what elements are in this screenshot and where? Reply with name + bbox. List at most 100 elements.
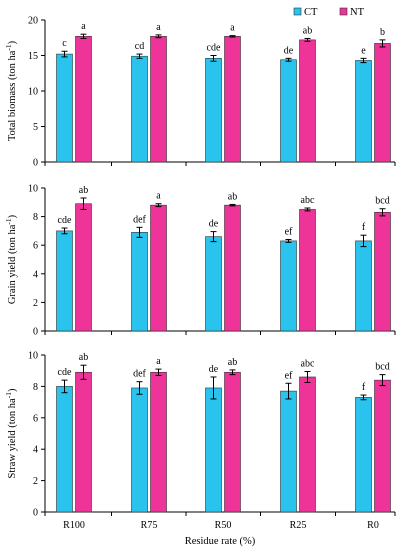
bar-ct-r75 [131,232,148,332]
y-tick-label: 8 [33,212,38,223]
significance-letter: ab [303,25,312,36]
bar-ct-r50 [205,387,222,513]
significance-letter: f [362,382,366,393]
y-tick-label: 10 [28,87,38,98]
y-axis-title: Straw yield (ton ha-1) [4,388,18,478]
chart-panel-3: 0 2 4 6 8 10 cde def de ef f ab a ab abc bcd R100 R75 R50 R… [4,351,396,547]
x-tick-label: R0 [367,520,379,531]
y-tick-label: 5 [33,122,38,133]
bar-nt-r50 [224,204,241,332]
bar-ct-r75 [131,387,148,513]
y-tick-label: 10 [28,184,38,195]
y-tick-label: 0 [33,508,38,519]
bar-nt-r75 [150,371,167,513]
y-tick-label: 8 [33,382,38,393]
y-axis-title-end: ) [7,214,18,218]
significance-letter: f [362,222,366,233]
bar-ct-r50 [205,236,222,332]
legend: CT NT [293,7,365,18]
y-axis-title-end: ) [7,40,18,44]
legend-swatch-nt [339,7,348,16]
bar-ct-r0 [355,240,372,332]
chart-panel-2: 0 2 4 6 8 10 cde def de ef f ab a ab abc bcd Grain yield… [4,184,396,338]
y-tick-label: 4 [33,269,38,280]
bar-nt-r25 [299,376,316,513]
x-tick-label: R100 [63,520,85,531]
significance-letter: a [156,22,161,33]
significance-letter: bcd [375,196,389,207]
bar-nt-r50 [224,36,241,163]
x-tick-label: R25 [290,520,307,531]
significance-letter: de [209,364,219,375]
x-axis-title: Residue rate (%) [185,536,256,547]
y-tick-label: 6 [33,413,38,424]
significance-letter: a [156,356,161,367]
y-tick-label: 0 [33,327,38,338]
y-tick-label: 6 [33,241,38,252]
bar-ct-r100 [56,230,73,332]
bar-nt-r100 [75,36,92,163]
y-tick-label: 0 [33,158,38,169]
bar-nt-r0 [374,43,391,163]
significance-letter: cde [58,215,72,226]
bar-ct-r25 [280,390,297,513]
significance-letter: cd [135,41,144,52]
legend-label-ct: CT [304,7,318,18]
y-tick-label: 4 [33,445,38,456]
bar-nt-r25 [299,39,316,163]
bar-nt-r25 [299,209,316,332]
significance-letter: de [284,45,294,56]
bar-nt-r100 [75,371,92,513]
bar-ct-r25 [280,59,297,163]
significance-letter: de [209,219,219,230]
significance-letter: ab [228,357,237,368]
significance-letter: a [156,191,161,202]
y-axis-title-superscript: -1 [4,44,13,50]
legend-swatch-ct [293,7,302,16]
x-tick-label: R50 [215,520,232,531]
y-tick-label: 10 [28,351,38,362]
significance-letter: bcd [375,362,389,373]
bar-ct-r50 [205,58,222,163]
bar-nt-r75 [150,36,167,163]
significance-letter: ab [79,352,88,363]
y-tick-label: 20 [28,16,38,27]
bar-ct-r100 [56,53,73,163]
y-axis-title-main: Grain yield (ton ha [7,224,18,304]
y-tick-label: 15 [28,51,38,62]
significance-letter: def [133,369,146,380]
bar-nt-r75 [150,204,167,332]
significance-letter: a [230,23,235,34]
bar-nt-r100 [75,203,92,332]
y-axis-title-main: Straw yield (ton ha [7,398,18,479]
x-tick-label: R75 [141,520,158,531]
significance-letter: cde [58,367,72,378]
y-axis-title: Total biomass (ton ha-1) [4,40,18,141]
significance-letter: b [380,27,385,38]
significance-letter: ef [285,370,293,381]
y-tick-label: 2 [33,298,38,309]
y-tick-label: 2 [33,476,38,487]
significance-letter: def [133,214,146,225]
significance-letter: ab [79,185,88,196]
legend-label-nt: NT [350,7,365,18]
y-axis-title: Grain yield (ton ha-1) [4,214,18,304]
significance-letter: e [361,45,366,56]
y-axis-title-main: Total biomass (ton ha [7,50,18,141]
significance-letter: ef [285,226,293,237]
bar-ct-r0 [355,60,372,163]
bar-ct-r75 [131,55,148,163]
y-axis-title-superscript: -1 [4,218,13,224]
significance-letter: c [62,38,67,49]
significance-letter: cde [207,43,221,54]
bar-ct-r25 [280,240,297,332]
significance-letter: abc [301,358,315,369]
significance-letter: abc [301,195,315,206]
y-axis-title-superscript: -1 [4,392,13,398]
y-axis-title-end: ) [7,388,18,392]
bar-nt-r0 [374,379,391,513]
chart-panel-1: 0 5 10 15 20 c cd cde de e a a a ab b Total biomass (to… [4,7,396,169]
bar-nt-r50 [224,371,241,513]
bar-ct-r0 [355,397,372,513]
